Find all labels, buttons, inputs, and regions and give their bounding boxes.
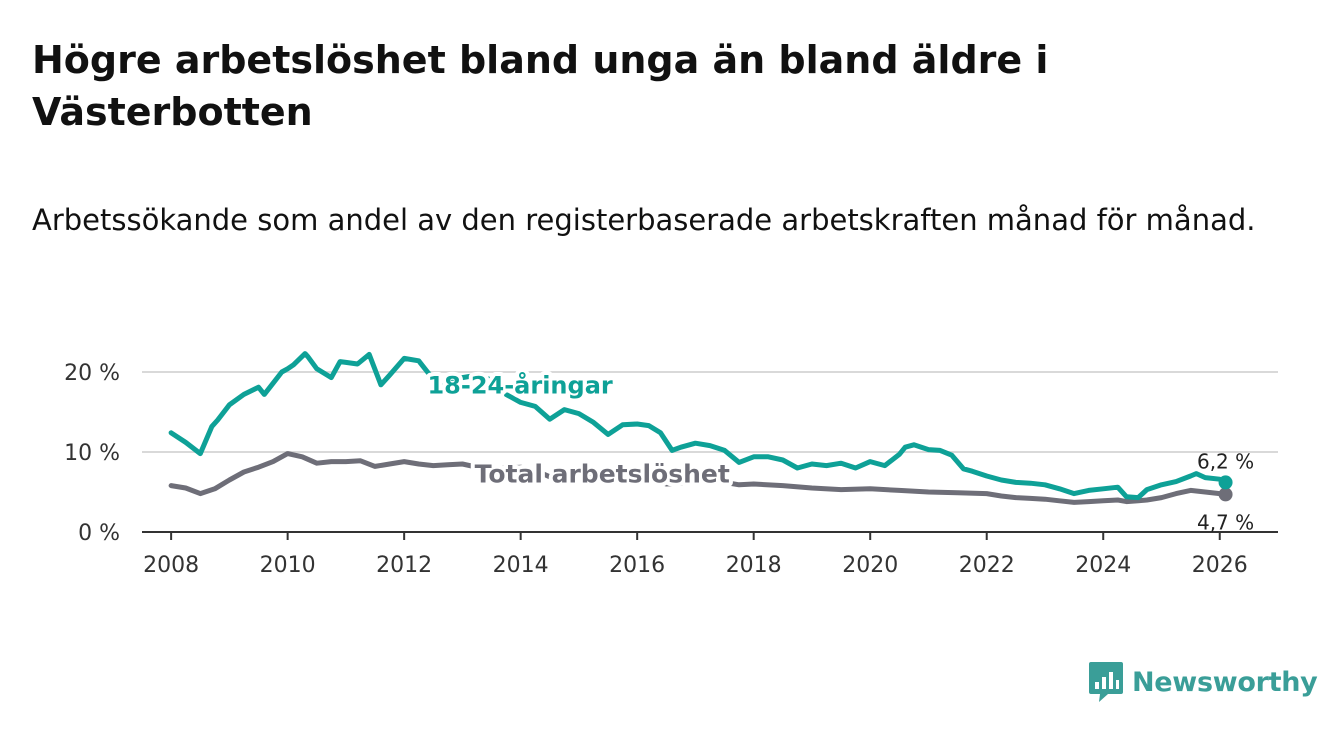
x-tick-label: 2026 [1192,553,1248,578]
end-point-18-24 [1218,475,1233,490]
chart-subtitle: Arbetssökande som andel av den registerb… [32,203,1256,237]
chart-title: Högre arbetslöshet bland unga än bland ä… [32,38,1049,134]
series-line-total [168,451,1229,505]
newsworthy-logo: Newsworthy [1088,660,1318,704]
end-value-18-24: 6,2 % [1197,449,1254,473]
x-tick-label: 2024 [1075,553,1131,578]
y-tick-label: 10 % [64,441,120,466]
x-tick-label: 2014 [493,553,549,578]
y-axis-labels: 0 % 10 % 20 % [64,361,120,546]
x-tick-label: 2022 [959,553,1015,578]
series-line-18-24 [168,351,1229,501]
end-point-total [1218,487,1233,502]
y-tick-label: 20 % [64,361,120,386]
series-label-total-halo: Total arbetslöshet [475,459,730,488]
bar-chart-icon [1089,662,1123,702]
series-label-18-24-halo: 18-24-åringar [427,371,612,400]
series-lines [168,351,1233,505]
grid-lines [142,371,1278,453]
x-axis: 2008 2010 2012 2014 2016 2018 2020 2022 2024 2026 [142,531,1278,578]
x-tick-label: 2018 [726,553,782,578]
x-tick-label: 2020 [842,553,898,578]
end-value-total: 4,7 % [1197,510,1254,534]
x-tick-label: 2008 [143,553,199,578]
brand-name: Newsworthy [1132,666,1318,698]
x-tick-label: 2016 [609,553,665,578]
y-tick-label: 0 % [78,521,120,546]
series-label-total: Total arbetslöshet [475,459,730,488]
x-tick-label: 2012 [376,553,432,578]
line-chart: 2008 2010 2012 2014 2016 2018 2020 2022 2024 2026… [64,351,1278,578]
series-label-18-24: 18-24-åringar [427,371,612,400]
x-tick-label: 2010 [260,553,316,578]
